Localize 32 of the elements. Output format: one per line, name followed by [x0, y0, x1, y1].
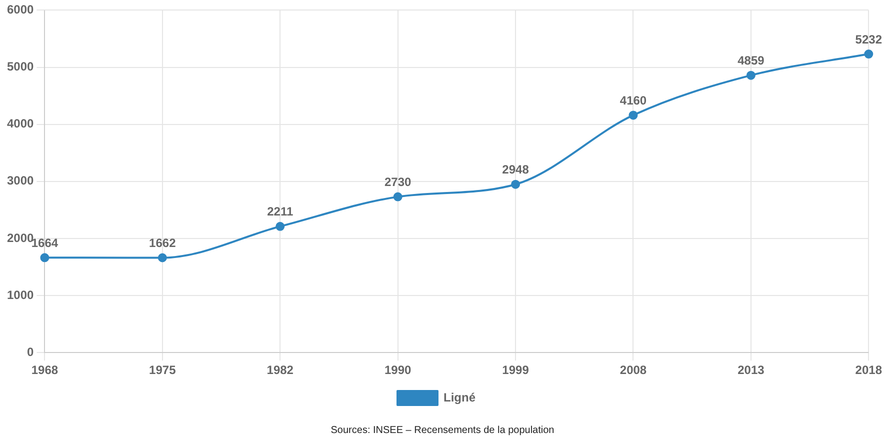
- point: [628, 110, 638, 120]
- data-label: 2948: [502, 162, 530, 177]
- data-label: 5232: [855, 32, 882, 46]
- y-tick-label: 4000: [6, 116, 34, 131]
- data-label: 4160: [620, 94, 647, 108]
- x-tick-label: 1968: [31, 363, 58, 378]
- x-tick-label: 2013: [738, 363, 765, 378]
- point: [511, 180, 520, 189]
- x-tick-label: 2018: [855, 363, 882, 378]
- y-tick-label: 2000: [6, 230, 34, 245]
- y-tick-label: 1000: [6, 288, 34, 302]
- y-tick-label: 3000: [6, 174, 34, 188]
- point: [158, 253, 167, 262]
- data-label: 4859: [738, 54, 765, 68]
- x-tick-label: 1982: [266, 363, 294, 378]
- x-tick-label: 2008: [620, 363, 647, 378]
- y-tick-label: 5000: [6, 60, 34, 74]
- legend-label: Ligné: [444, 390, 476, 404]
- point: [393, 192, 402, 202]
- data-label: 2211: [267, 204, 294, 219]
- point: [40, 253, 50, 262]
- x-tick-label: 1990: [384, 363, 412, 378]
- x-tick-label: 1975: [149, 363, 176, 378]
- data-label: 1662: [149, 236, 176, 250]
- y-tick-label: 0: [27, 344, 34, 359]
- point: [864, 50, 874, 59]
- source-note: Sources: INSEE – Recensements de la population: [330, 424, 554, 436]
- data-label: 2730: [384, 175, 412, 190]
- point: [276, 222, 285, 231]
- point: [746, 70, 756, 80]
- y-tick-label: 6000: [6, 2, 34, 17]
- x-tick-label: 1999: [502, 363, 530, 378]
